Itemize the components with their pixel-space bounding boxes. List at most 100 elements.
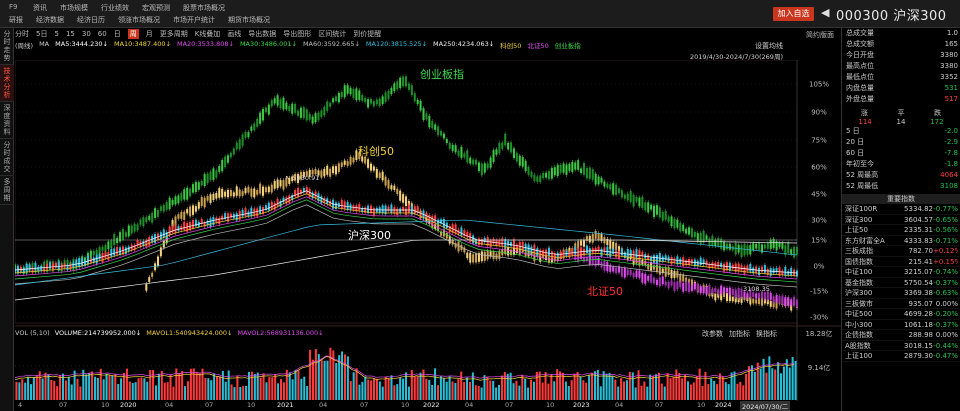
index-row-9[interactable]: 三板做市 935.07 0.00%	[842, 299, 960, 309]
hs300-candle-67	[209, 218, 212, 228]
bz50-candle-255	[758, 293, 761, 299]
index-row-14[interactable]: 上证100 2879.30 -0.47%	[842, 351, 960, 362]
cyb-candle-224	[667, 216, 670, 222]
menu-item-bottom-3[interactable]: 领涨市场概况	[118, 16, 160, 24]
menu-item-top-0[interactable]: 资讯	[33, 4, 47, 12]
vol-bar-108	[329, 347, 332, 400]
simple-layout-button[interactable]: 简约版面	[806, 31, 834, 39]
menu-item-bottom-4[interactable]: 市场开户统计	[173, 16, 215, 24]
toolbar-item-14[interactable]: 区间统计	[318, 30, 347, 38]
vol-tool-2[interactable]: 换指标	[756, 330, 777, 338]
toolbar-item-1[interactable]: 5日	[36, 30, 48, 38]
cyb-candle-65	[203, 174, 206, 187]
hs300-candle-159	[477, 238, 480, 246]
app-name[interactable]: F9	[9, 3, 18, 11]
cyb-candle-125	[378, 98, 381, 106]
menu-item-bottom-0[interactable]: 研报	[9, 16, 23, 24]
menu-item-top-4[interactable]: 股票市场概况	[183, 4, 225, 12]
toolbar-item-4[interactable]: 30	[81, 30, 91, 38]
price-chart[interactable]: 105% 90% 75% 60% 45% 30% 15% 0% -15% -30% 创业板指科创50…	[15, 60, 841, 401]
toolbar-item-13[interactable]: 导出图形	[283, 30, 312, 38]
cyb-candle-169	[507, 142, 510, 150]
menu-item-top-3[interactable]: 宏观预测	[142, 4, 170, 12]
vol-bar-70	[218, 376, 221, 400]
vol-bar-56	[178, 373, 181, 400]
index-row-6[interactable]: 中证100 3215.07 -0.74%	[842, 267, 960, 278]
pct-tick-6: 15%	[811, 237, 827, 245]
menu-item-bottom-1[interactable]: 经济数据	[36, 16, 64, 24]
index-row-7[interactable]: 基金指数 5750.54 -0.37%	[842, 278, 960, 288]
toolbar-item-11[interactable]: 画线	[227, 30, 242, 38]
toolbar-item-7[interactable]: 周	[127, 29, 139, 39]
cyb-candle-250	[743, 243, 746, 256]
date-tick-10: 10	[401, 401, 410, 409]
menu-item-top-1[interactable]: 市场规模	[60, 4, 88, 12]
toolbar-item-12[interactable]: 导出数据	[248, 30, 277, 38]
vol-bar-54	[172, 386, 175, 400]
vol-bar-211	[628, 371, 631, 400]
mavol2-line	[15, 355, 795, 379]
menu-item-top-2[interactable]: 行业绩效	[101, 4, 129, 12]
date-range-label[interactable]: 2019/4/30-2024/7/30(269周)	[690, 53, 783, 61]
vol-bar-170	[509, 372, 512, 400]
vol-bar-157	[471, 372, 474, 400]
left-tab-1[interactable]: 技术分析	[0, 65, 14, 102]
index-row-10[interactable]: 中证500 4699.28 -0.20%	[842, 309, 960, 320]
back-arrow-icon[interactable]: ◀	[821, 6, 830, 19]
toolbar-item-2[interactable]: 5	[54, 30, 59, 38]
menu-item-bottom-2[interactable]: 经济日历	[77, 16, 105, 24]
kc50-candle-116	[352, 157, 355, 163]
toolbar-item-10[interactable]: K线叠加	[194, 30, 221, 38]
left-tab-3[interactable]: 分时成交	[0, 139, 14, 176]
index-row-3[interactable]: 东方财富全A 4333.83 -0.71%	[842, 236, 960, 246]
vol-bar-35	[117, 383, 120, 400]
label-cyb: 创业板指	[420, 67, 464, 81]
index-row-0[interactable]: 深证100R 5334.82 -0.77%	[842, 204, 960, 215]
hs300-candle-114	[346, 201, 349, 210]
label-hs300: 沪深300	[348, 228, 391, 242]
cyb-candle-110	[334, 96, 337, 102]
index-name-12: 企债指数	[845, 331, 873, 339]
index-row-1[interactable]: 深证300 3604.57 -0.65%	[842, 215, 960, 225]
toolbar-item-5[interactable]: 60	[97, 30, 107, 38]
cyb-candle-34	[113, 233, 116, 246]
toolbar-item-8[interactable]: 月	[145, 30, 153, 38]
cyb-candle-75	[232, 148, 235, 155]
left-tab-2[interactable]: 深度资料	[0, 102, 14, 139]
menu-item-bottom-5[interactable]: 期货市场概况	[228, 16, 270, 24]
toolbar-item-3[interactable]: 15	[65, 30, 75, 38]
toolbar-item-9[interactable]: 更多周期	[159, 30, 188, 38]
hs300-candle-234	[696, 260, 699, 267]
hs300-candle-249	[740, 265, 743, 271]
vol-bar-84	[259, 377, 262, 400]
bz50-candle-260	[772, 296, 775, 303]
index-row-13[interactable]: A股指数 3018.15 -0.44%	[842, 341, 960, 351]
bz50-candle-252	[749, 289, 752, 298]
pct-tick-0: 105%	[809, 81, 829, 89]
vol-bar-7	[35, 375, 38, 400]
vol-tool-1[interactable]: 加指标	[729, 330, 750, 338]
vol-bar-233	[692, 382, 695, 400]
toolbar-item-0[interactable]: 分时	[15, 30, 29, 38]
index-row-12[interactable]: 企债指数 288.98 0.00%	[842, 330, 960, 341]
hs300-candle-178	[533, 244, 536, 254]
vol-tool-0[interactable]: 改参数	[702, 330, 723, 338]
index-value-0: 5334.82	[904, 205, 933, 213]
index-row-11[interactable]: 中小300 1061.18 -0.37%	[842, 320, 960, 330]
vol-bar-207	[617, 386, 620, 400]
ma-settings-button[interactable]: 设置均线	[755, 42, 783, 50]
cyb-candle-111	[337, 92, 340, 103]
index-row-8[interactable]: 沪深300 3369.38 -0.63%	[842, 288, 960, 299]
left-tab-4[interactable]: 多周期	[0, 176, 14, 205]
cyb-candle-182	[545, 172, 548, 178]
add-favorite-button[interactable]: 加入自选	[773, 7, 814, 21]
toolbar-item-6[interactable]: 日	[113, 30, 121, 38]
toolbar-item-15[interactable]: 到价提醒	[353, 30, 382, 38]
bz50-candle-236	[702, 287, 705, 294]
left-tab-0[interactable]: 分时走势	[0, 28, 14, 65]
period-stats: 5 日 -2.0 20 日 -2.9 60 日 -7.8 年初至今 -1.8 52 周最高 406…	[842, 126, 960, 192]
index-row-4[interactable]: 三板成指 782.70+0.12%	[842, 246, 960, 257]
hs300-candle-222	[661, 256, 664, 262]
index-row-2[interactable]: 上证50 2335.31 -0.56%	[842, 225, 960, 236]
index-row-5[interactable]: 国债指数 215.41+0.15%	[842, 257, 960, 267]
